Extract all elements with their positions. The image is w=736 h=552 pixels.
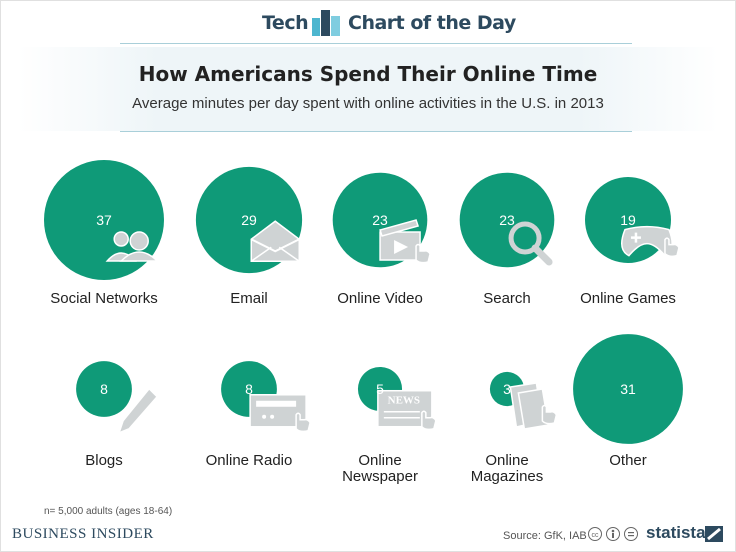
bubble-search <box>459 172 555 268</box>
title-band <box>18 47 718 131</box>
bubble-other <box>573 334 683 444</box>
statista-logo: statista <box>646 523 706 542</box>
value-label-online-magazines: 3 <box>503 381 511 397</box>
svg-text:NEWS: NEWS <box>388 395 420 407</box>
people-icon <box>105 231 160 262</box>
category-label-social-networks: Social Networks <box>50 290 158 307</box>
category-label-blogs: Blogs <box>85 452 123 469</box>
bubble-blogs <box>76 361 132 417</box>
series-name: Chart of the Day <box>348 12 516 34</box>
newspaper-icon: NEWS <box>377 389 437 431</box>
section-label: Tech <box>262 12 309 34</box>
category-label-online-radio: Online Radio <box>206 452 293 469</box>
value-label-online-newspaper: 5 <box>376 381 384 397</box>
envelope-icon <box>250 220 300 262</box>
category-label-email: Email <box>230 290 268 307</box>
source-text: Source: GfK, IAB <box>503 530 587 542</box>
value-label-search: 23 <box>499 212 515 228</box>
video-clapper-icon <box>379 219 431 264</box>
category-label-other: Other <box>609 452 647 469</box>
creative-commons-icons: cc <box>588 527 638 541</box>
magazines-icon <box>509 382 558 430</box>
business-insider-logo: BUSINESS INSIDER <box>12 526 154 542</box>
value-label-social-networks: 37 <box>96 212 112 228</box>
category-label-search: Search <box>483 290 531 307</box>
magnifier-icon <box>508 221 553 266</box>
bar-logo-icon <box>312 10 340 36</box>
pencil-icon <box>117 387 159 435</box>
category-label-online-video: Online Video <box>337 290 423 307</box>
category-label-online-games: Online Games <box>580 290 676 307</box>
value-label-online-radio: 8 <box>245 381 253 397</box>
value-label-online-games: 19 <box>620 212 636 228</box>
gamepad-icon <box>621 225 680 258</box>
chart-title: How Americans Spend Their Online Time <box>138 62 598 86</box>
title-divider <box>120 131 632 132</box>
value-label-online-video: 23 <box>372 212 388 228</box>
value-label-email: 29 <box>241 212 257 228</box>
statista-mark-icon <box>705 526 723 542</box>
radio-icon <box>249 394 311 433</box>
svg-text:cc: cc <box>592 532 600 539</box>
sample-note: n= 5,000 adults (ages 18-64) <box>44 506 173 517</box>
category-label-online-magazines: Online Magazines <box>471 452 544 485</box>
category-label-online-newspaper: Online Newspaper <box>342 452 418 485</box>
value-label-other: 31 <box>620 381 636 397</box>
header-divider <box>120 43 632 44</box>
bubble-social-networks <box>44 160 164 280</box>
chart-subtitle: Average minutes per day spent with onlin… <box>132 95 604 112</box>
value-label-blogs: 8 <box>100 381 108 397</box>
